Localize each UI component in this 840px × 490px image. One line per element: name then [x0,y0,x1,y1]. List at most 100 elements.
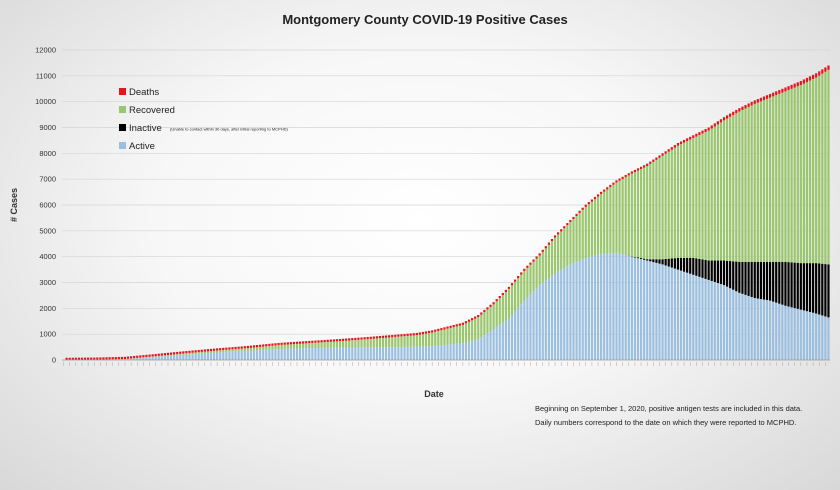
bar-deaths [682,139,686,143]
bar-active [345,347,348,360]
bar-recovered [332,341,335,348]
bar-deaths [446,326,449,329]
bar-recovered [308,343,311,349]
bar-deaths [609,184,612,188]
bar-recovered [369,338,372,348]
bar-deaths [704,129,707,133]
legend-label-active: Active [129,141,155,152]
bar-recovered [633,172,637,257]
bar-deaths [713,123,716,127]
bar-deaths [563,226,566,229]
bar-active [560,269,563,360]
legend-label-inactive: Inactive [129,123,162,134]
bar-recovered [173,354,176,356]
bar-deaths [480,312,483,315]
bar-inactive [698,258,701,277]
bar-inactive [750,261,753,297]
bar-deaths [692,135,695,139]
bar-active [762,299,766,360]
bar-recovered [722,120,726,261]
bar-deaths [655,157,658,160]
bar-deaths [550,238,554,242]
bar-recovered [627,175,630,256]
bar-recovered [649,163,652,260]
bar-deaths [643,165,646,168]
bar-deaths [87,357,90,360]
bar-deaths [467,319,471,322]
bar-deaths [117,356,120,360]
y-tick-label: 3000 [39,278,56,287]
bar-recovered [821,73,824,264]
bar-active [188,354,191,360]
bar-inactive [689,257,692,274]
bar-recovered [664,153,667,259]
bar-active [163,356,167,360]
note-reporting: Daily numbers correspond to the date on … [535,418,796,427]
bar-recovered [163,355,167,357]
bar-recovered [784,91,787,262]
bar-deaths [68,357,71,360]
bar-deaths [775,91,778,96]
bar-active [821,315,824,360]
bar-deaths [707,127,710,131]
bar-recovered [197,352,200,354]
bar-deaths [802,79,805,84]
bar-active [255,350,259,360]
bar-active [314,348,317,360]
bar-active [348,347,351,360]
bar-deaths [418,332,421,335]
bar-deaths [732,111,735,116]
bar-active [412,346,415,360]
bar-deaths [461,322,464,325]
bar-recovered [520,274,523,305]
bar-active [166,355,170,360]
bar-active [676,269,680,360]
bar-recovered [541,251,544,283]
bar-active [686,272,689,360]
bar-deaths [471,318,474,321]
bar-deaths [295,341,299,344]
bar-recovered [768,97,772,262]
bar-recovered [796,86,799,263]
bars [65,65,830,361]
bar-recovered [750,105,753,262]
bar-recovered [495,301,498,327]
bar-deaths [332,339,335,342]
bar-inactive [744,261,747,295]
bar-active [151,356,154,360]
bar-active [212,352,216,360]
bar-recovered [606,189,609,254]
bar-deaths [157,353,160,356]
bar-deaths [483,309,486,313]
bar-recovered [584,206,587,258]
bar-recovered [701,133,704,260]
bar-deaths [452,324,455,328]
bar-recovered [160,355,163,357]
bar-recovered [182,353,185,355]
bar-active [133,358,136,360]
bar-inactive [772,261,775,302]
bar-inactive [824,264,827,317]
bar-active [176,355,179,360]
bar-recovered [179,353,182,355]
bar-deaths [369,336,372,339]
y-tick-label: 0 [52,356,56,365]
bar-recovered [753,103,756,262]
bar-recovered [544,248,547,281]
bar-deaths [265,344,268,347]
bar-inactive [762,261,766,300]
bar-deaths [240,346,243,349]
bar-recovered [676,145,680,258]
bar-active [372,347,375,360]
y-axis-title: # Cases [9,188,19,222]
bar-active [667,266,670,360]
bar-recovered [621,178,624,255]
bar-active [639,258,643,360]
y-tick-label: 2000 [39,304,56,313]
bar-active [409,346,412,360]
bar-recovered [274,345,277,350]
legend-item-recovered: Recovered [119,105,175,116]
bar-recovered [609,187,612,254]
bar-recovered [363,339,366,348]
bar-deaths [649,161,652,164]
